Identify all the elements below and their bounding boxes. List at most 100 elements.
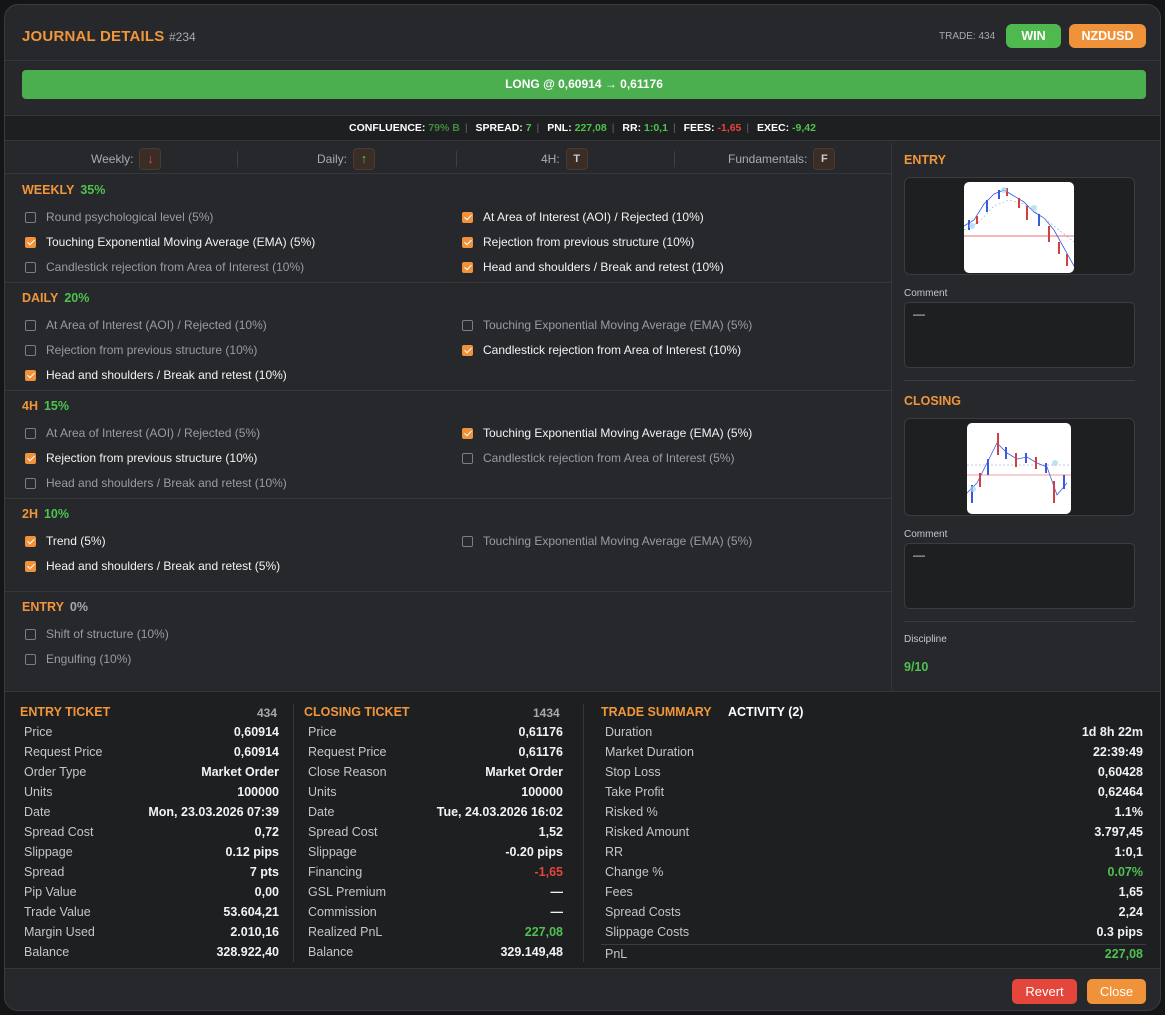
section-daily-title: DAILY 20% [22, 291, 89, 305]
ticket-row-value: 0,61176 [518, 725, 564, 739]
checkbox-box [462, 427, 473, 439]
pnl-label: PNL: [547, 122, 572, 134]
checkbox-daily-1[interactable]: Touching Exponential Moving Average (EMA… [462, 318, 752, 332]
checkbox-label: At Area of Interest (AOI) / Rejected (5%… [46, 426, 261, 440]
ticket-row-value: 2.010,16 [230, 925, 279, 939]
discipline-value: 9/10 [904, 660, 929, 674]
checkbox-weekly-3[interactable]: Rejection from previous structure (10%) [462, 235, 694, 249]
ticket-row-label: Duration [605, 725, 653, 739]
arrow-down-icon[interactable]: ↓ [139, 147, 162, 170]
closing-comment-label: Comment [904, 529, 948, 540]
ticket-row: Slippage Costs 0.3 pips [605, 925, 1143, 945]
checkbox-2h-0[interactable]: Trend (5%) [25, 534, 106, 548]
revert-button[interactable]: Revert [1012, 979, 1077, 1004]
fundamentals-icon[interactable]: F [813, 147, 836, 170]
ticket-row: Date Mon, 23.03.2026 07:39 [24, 805, 279, 825]
tf-fundamentals: Fundamentals: F [728, 143, 836, 174]
ticket-row: Risked Amount 3.797,45 [605, 825, 1143, 845]
ticket-row-label: Risked Amount [605, 825, 690, 839]
section-2h-label: 2H [22, 507, 38, 521]
trend-icon[interactable]: T [565, 147, 588, 170]
journal-id: #234 [169, 30, 196, 44]
closing-comment-field[interactable]: — [904, 543, 1135, 609]
ticket-row-value: — [550, 905, 564, 919]
ticket-row-value: 100000 [237, 785, 279, 799]
ticket-row-value: 0,72 [254, 825, 279, 839]
ticket-row-value: 1,65 [1118, 885, 1143, 899]
ticket-row-value: -1,65 [534, 865, 564, 879]
entry-screenshot[interactable] [904, 177, 1135, 275]
checkbox-daily-4[interactable]: Head and shoulders / Break and retest (1… [25, 368, 287, 382]
checkbox-box [462, 452, 473, 464]
ticket-row-label: Pip Value [24, 885, 77, 899]
entry-ticket-title: ENTRY TICKET [20, 705, 111, 719]
ticket-row: Slippage 0.12 pips [24, 845, 279, 865]
ticket-row-label: Slippage [24, 845, 73, 859]
ticket-row: Market Duration 22:39:49 [605, 745, 1143, 765]
close-button[interactable]: Close [1087, 979, 1146, 1004]
ticket-row-label: Trade Value [24, 905, 91, 919]
ticket-row-value: 0.12 pips [225, 845, 280, 859]
closing-screenshot[interactable] [904, 418, 1135, 516]
checkbox-box [25, 261, 36, 273]
ticket-row-label: Units [308, 785, 337, 799]
checkbox-weekly-5[interactable]: Head and shoulders / Break and retest (1… [462, 260, 724, 274]
checkbox-daily-3[interactable]: Candlestick rejection from Area of Inter… [462, 343, 741, 357]
screenshots-panel: ENTRY Comment — CLO [891, 143, 1160, 691]
checkbox-weekly-1[interactable]: At Area of Interest (AOI) / Rejected (10… [462, 210, 704, 224]
checkbox-weekly-2[interactable]: Touching Exponential Moving Average (EMA… [25, 235, 315, 249]
entry-chart-svg [964, 187, 1074, 267]
tickets-panel: ENTRY TICKET 434 Price 0,60914 Request Pri… [5, 691, 1160, 969]
ticket-row-label: Spread Costs [605, 905, 681, 919]
closing-chart-image [967, 423, 1071, 514]
ticket-row-value: Tue, 24.03.2026 16:02 [436, 805, 563, 819]
checkbox-4h-1[interactable]: Touching Exponential Moving Average (EMA… [462, 426, 752, 440]
ticket-row-value: 1,52 [538, 825, 563, 839]
activity-tab[interactable]: ACTIVITY (2) [728, 705, 804, 719]
section-weekly-title: WEEKLY 35% [22, 183, 105, 197]
checkbox-2h-2[interactable]: Head and shoulders / Break and retest (5… [25, 559, 280, 573]
ticket-row: Request Price 0,61176 [308, 745, 563, 765]
checkbox-4h-0[interactable]: At Area of Interest (AOI) / Rejected (5%… [25, 426, 260, 440]
closing-ticket-title: CLOSING TICKET [304, 705, 410, 719]
entry-comment-field[interactable]: — [904, 302, 1135, 368]
section-4h-pct: 15% [43, 399, 70, 413]
timeframe-bias-row: Weekly: ↓ Daily: ↑ 4H: T Fundamentals: F [5, 143, 891, 174]
divider [5, 390, 891, 391]
ticket-row-label: Date [24, 805, 51, 819]
trade-number: TRADE: 434 [939, 31, 996, 42]
checkbox-weekly-0[interactable]: Round psychological level (5%) [25, 210, 213, 224]
header: JOURNAL DETAILS #234 TRADE: 434 WIN NZDU… [5, 5, 1160, 61]
tf-fundamentals-label: Fundamentals: [728, 151, 808, 166]
checkbox-entry-0[interactable]: Shift of structure (10%) [25, 627, 169, 641]
ticket-row-label: Close Reason [308, 765, 387, 779]
checkbox-weekly-4[interactable]: Candlestick rejection from Area of Inter… [25, 260, 304, 274]
ticket-row-label: Units [24, 785, 53, 799]
checkbox-4h-3[interactable]: Candlestick rejection from Area of Inter… [462, 451, 734, 465]
arrow-up-icon[interactable]: ↑ [353, 147, 376, 170]
checkbox-4h-4[interactable]: Head and shoulders / Break and retest (1… [25, 476, 287, 490]
tf-daily: Daily: ↑ [317, 143, 376, 174]
ticket-row-value: 1:0,1 [1114, 845, 1144, 859]
section-entry-pct: 0% [69, 600, 88, 614]
checkbox-daily-0[interactable]: At Area of Interest (AOI) / Rejected (10… [25, 318, 267, 332]
ticket-row-label: Margin Used [24, 925, 95, 939]
checkbox-daily-2[interactable]: Rejection from previous structure (10%) [25, 343, 257, 357]
checkbox-label: At Area of Interest (AOI) / Rejected (10… [46, 318, 267, 332]
divider [601, 944, 1146, 945]
section-weekly-label: WEEKLY [22, 183, 75, 197]
checkbox-label: Touching Exponential Moving Average (EMA… [46, 235, 316, 249]
ticket-row: Trade Value 53.604,21 [24, 905, 279, 925]
divider [5, 282, 891, 283]
entry-chart-image [964, 182, 1074, 273]
ticket-row: GSL Premium — [308, 885, 563, 905]
direction-bar: LONG @ 0,60914 → 0,61176 [22, 70, 1146, 99]
checkbox-2h-1[interactable]: Touching Exponential Moving Average (EMA… [462, 534, 752, 548]
tf-weekly-label: Weekly: [91, 151, 134, 166]
checkbox-box [25, 236, 36, 248]
ticket-row-value: — [550, 885, 564, 899]
divider [904, 621, 1135, 622]
checkbox-entry-1[interactable]: Engulfing (10%) [25, 652, 131, 666]
checkbox-4h-2[interactable]: Rejection from previous structure (10%) [25, 451, 257, 465]
checkbox-label: Touching Exponential Moving Average (EMA… [483, 426, 753, 440]
